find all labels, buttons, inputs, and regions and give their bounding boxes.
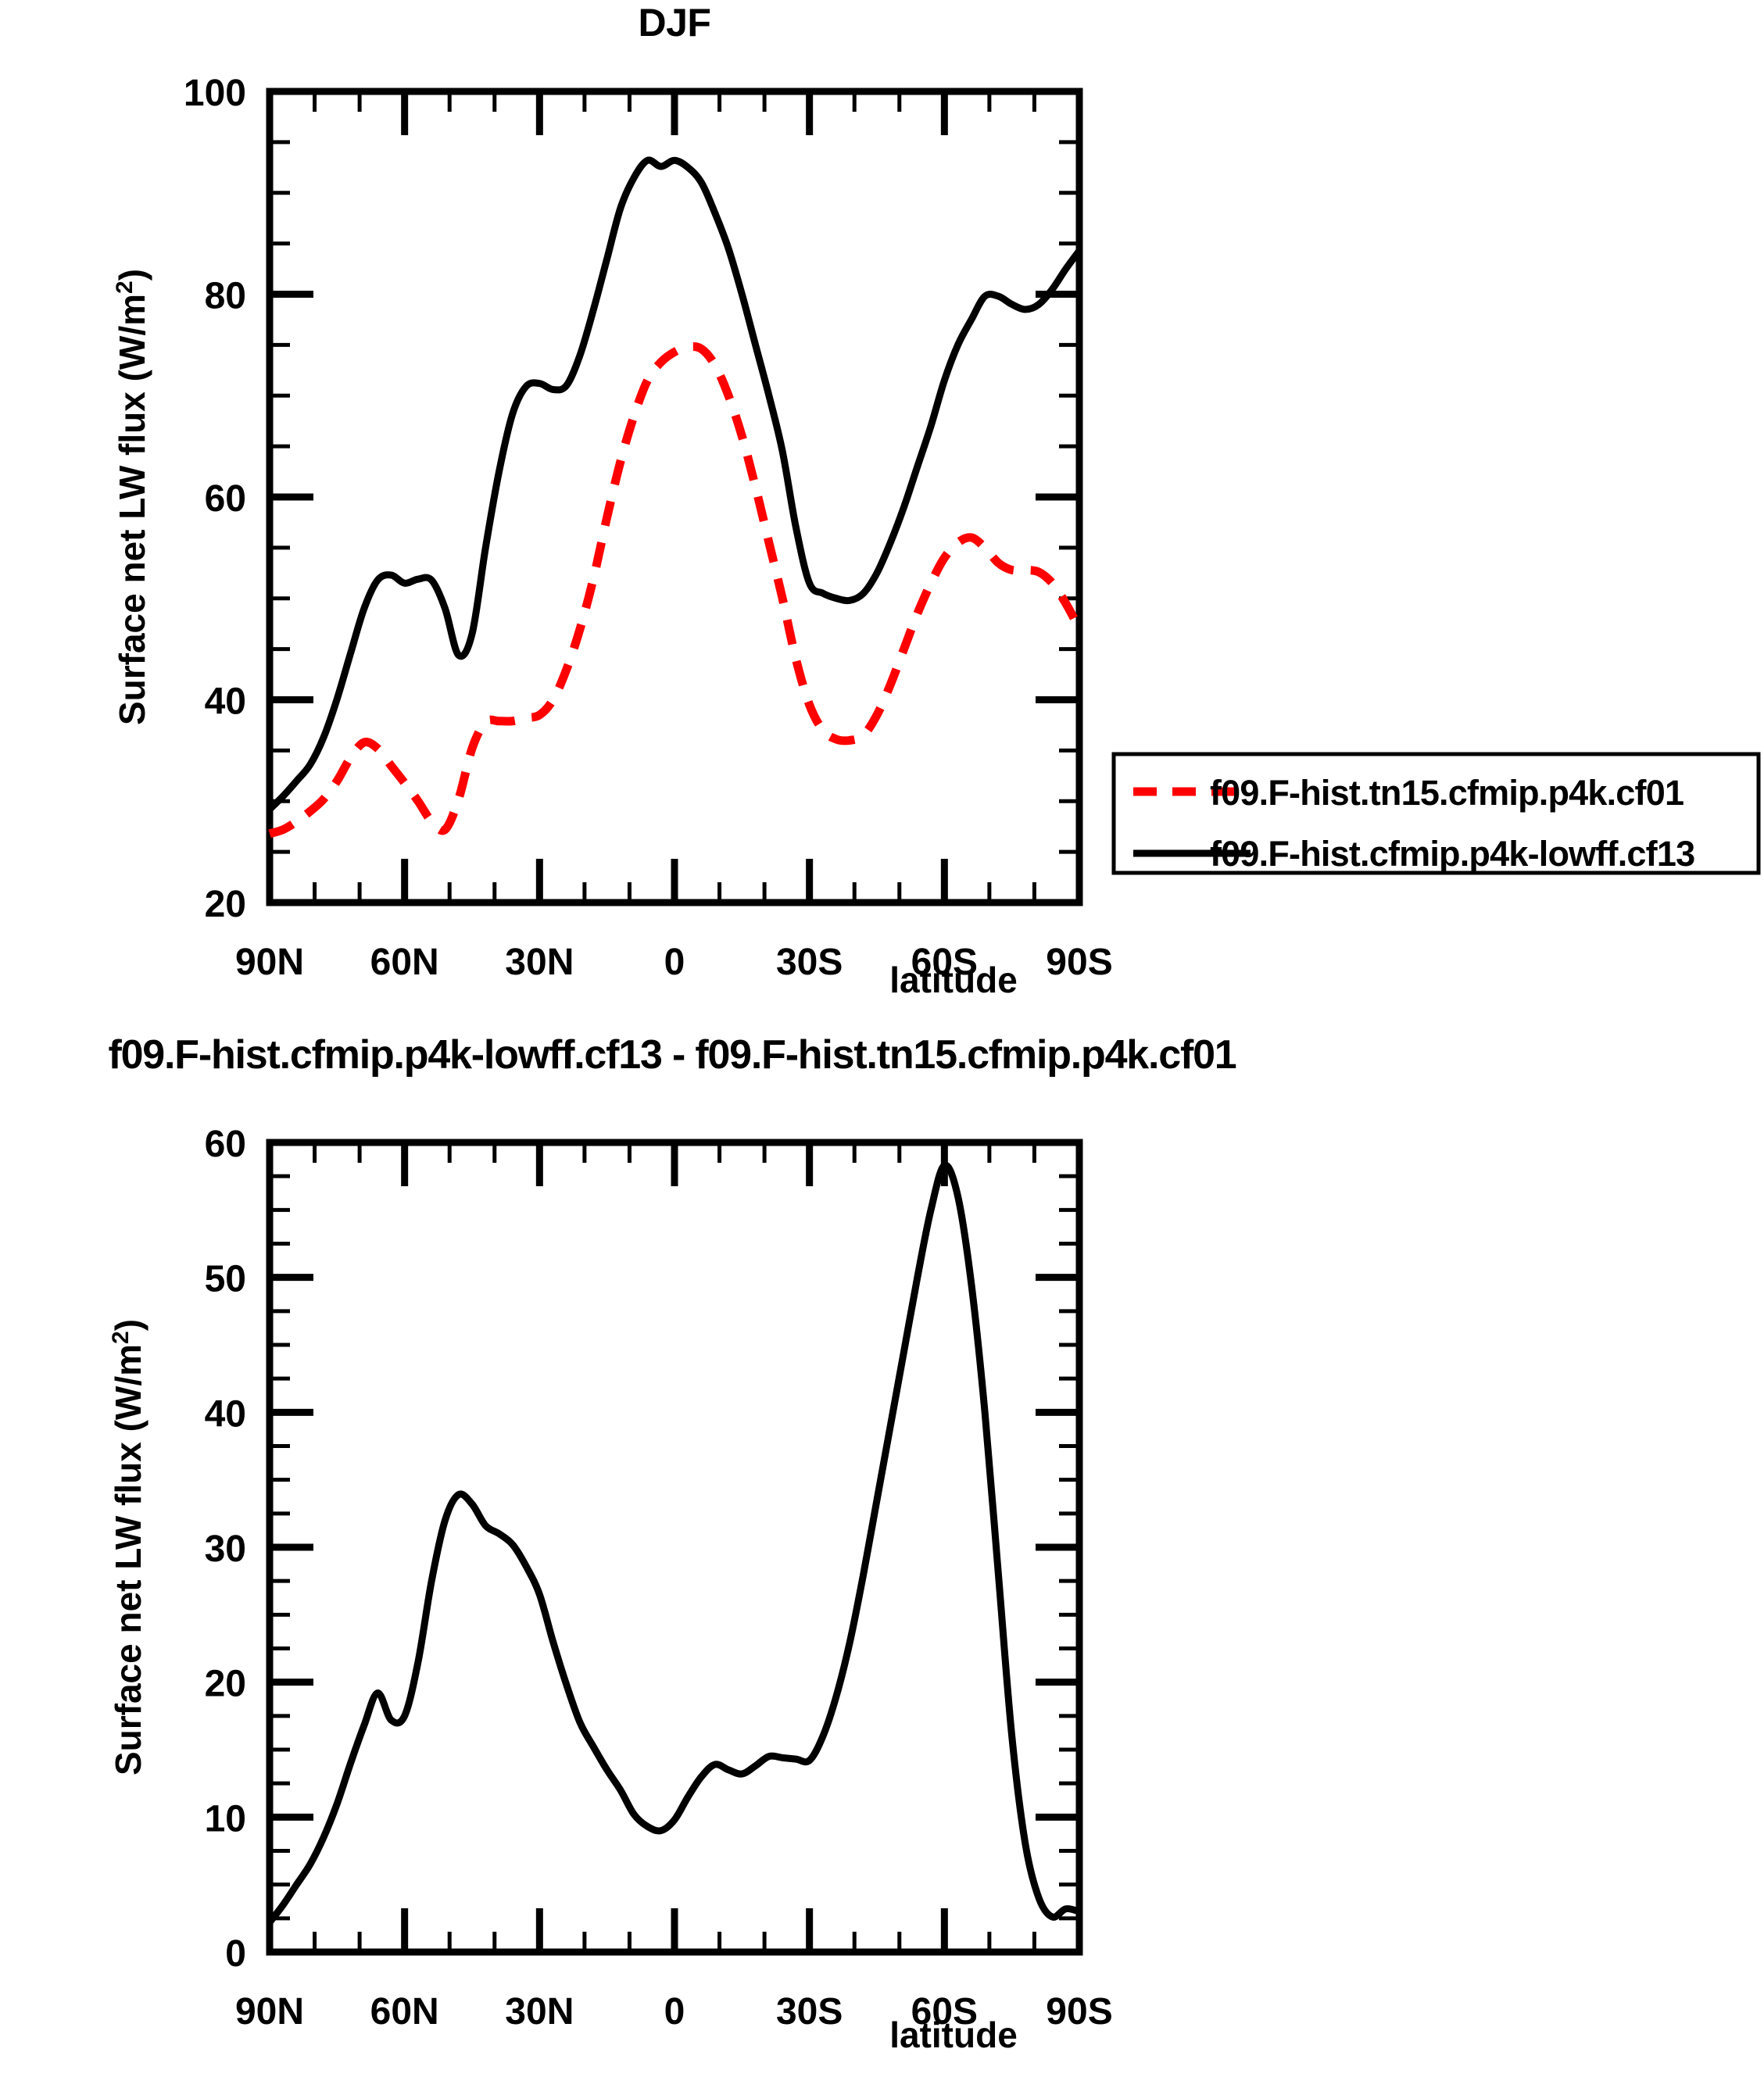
bot-x-tick-0: 0	[664, 1991, 685, 2033]
bot-y-tick-30: 30	[205, 1528, 246, 1570]
legend-entry-0-label: f09.F-hist.tn15.cfmip.p4k.cf01	[1210, 773, 1683, 813]
top-x-tick-60S: 60S	[911, 942, 978, 983]
bottom-panel: 0 10 20 30 40 50 60 90N 60N 30N 0 30S 60S 90S latitu…	[108, 1124, 1113, 2055]
bot-y-tick-40: 40	[205, 1393, 246, 1435]
top-x-tick-30S: 30S	[776, 942, 843, 983]
legend-box[interactable]: f09.F-hist.tn15.cfmip.p4k.cf01 f09.F-his…	[1111, 752, 1761, 875]
top-panel: 20 40 60 80 100 90N 60N 30N 0 30S 60S 90S latitude…	[112, 73, 1113, 1000]
bot-x-tick-60S: 60S	[911, 1991, 978, 2033]
top-panel-frame	[266, 88, 1083, 906]
bot-y-tick-60: 60	[205, 1124, 246, 1165]
legend-border	[1111, 752, 1761, 875]
bot-x-tick-90S: 90S	[1046, 1991, 1112, 2033]
difference-panel-title: f09.F-hist.cfmip.p4k-lowff.cf13 - f09.F-…	[108, 1032, 1236, 1078]
bottom-panel-y-tick-labels: 0 10 20 30 40 50 60	[205, 1124, 246, 1975]
top-panel-title: DJF	[638, 1, 711, 45]
bot-x-tick-90N: 90N	[235, 1991, 304, 2033]
bot-x-tick-60N: 60N	[370, 1991, 439, 2033]
top-y-tick-20: 20	[205, 884, 246, 925]
top-x-tick-90S: 90S	[1046, 942, 1112, 983]
top-x-tick-60N: 60N	[370, 942, 439, 983]
bot-y-tick-10: 10	[205, 1798, 246, 1840]
top-y-tick-80: 80	[205, 276, 246, 317]
top-panel-y-tick-labels: 20 40 60 80 100	[184, 73, 246, 925]
bottom-panel-frame	[266, 1139, 1083, 1956]
bottom-panel-x-axis-title: latitude	[889, 2015, 1018, 2055]
top-x-tick-0: 0	[664, 942, 685, 983]
top-y-tick-60: 60	[205, 478, 246, 520]
top-x-tick-30N: 30N	[505, 942, 574, 983]
series-line-difference	[266, 1161, 1083, 1926]
legend-entry-1-label: f09.F-hist.cfmip.p4k-lowff.cf13	[1210, 834, 1694, 874]
top-y-tick-100: 100	[184, 73, 246, 114]
bot-y-tick-50: 50	[205, 1259, 246, 1300]
top-panel-y-axis-title: Surface net LW flux (W/m2)	[112, 269, 152, 725]
bottom-panel-y-axis-title: Surface net LW flux (W/m2)	[108, 1319, 148, 1775]
bot-x-tick-30N: 30N	[505, 1991, 574, 2033]
bottom-panel-x-tick-labels: 90N 60N 30N 0 30S 60S 90S	[235, 1991, 1113, 2033]
top-panel-x-axis-title: latitude	[889, 960, 1018, 1000]
bot-x-tick-30S: 30S	[776, 1991, 843, 2033]
bot-y-tick-20: 20	[205, 1664, 246, 1705]
top-y-tick-40: 40	[205, 681, 246, 723]
series-line-lowff-cf13	[266, 156, 1083, 813]
top-x-tick-90N: 90N	[235, 942, 304, 983]
top-panel-x-tick-labels: 90N 60N 30N 0 30S 60S 90S	[235, 942, 1113, 983]
top-panel-ticks	[266, 88, 1083, 906]
bot-y-tick-0: 0	[225, 1933, 246, 1975]
series-line-tn15-cf01	[268, 341, 1083, 838]
bottom-panel-ticks	[266, 1139, 1083, 1956]
